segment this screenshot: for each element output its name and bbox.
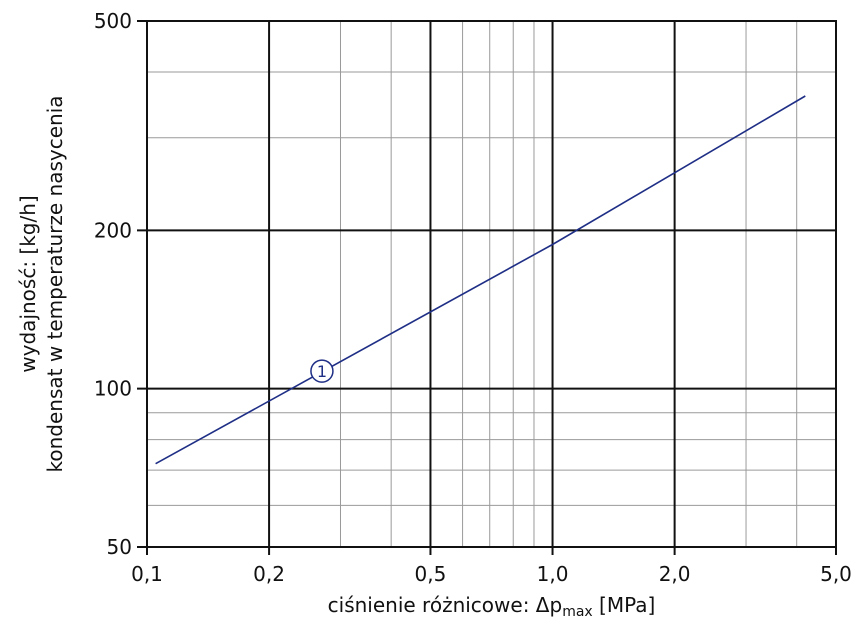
- x-tick-label: 5,0: [820, 562, 852, 586]
- series-label-text: 1: [317, 362, 327, 381]
- x-tick-label: 1,0: [537, 562, 569, 586]
- y-tick-label: 100: [94, 377, 132, 401]
- x-axis-title-subscript: max: [562, 604, 593, 619]
- series-line-1: [155, 95, 806, 465]
- plot-frame: [146, 20, 837, 548]
- y-tick-label: 500: [94, 9, 132, 33]
- x-tick-label: 0,2: [253, 562, 285, 586]
- major-grid: [137, 20, 837, 555]
- y-axis-title-line-1: wydajność: [kg/h]: [16, 195, 40, 372]
- series-layer: 1: [155, 95, 806, 465]
- x-tick-label: 0,5: [415, 562, 447, 586]
- minor-grid: [147, 21, 836, 547]
- x-axis-title: ciśnienie różnicowe: Δpmax [MPa]: [328, 593, 656, 619]
- series-label-marker: [310, 359, 334, 383]
- y-tick-label: 50: [107, 535, 132, 559]
- x-axis-title-prefix: ciśnienie różnicowe: Δp: [328, 593, 563, 617]
- y-tick-label: 200: [94, 218, 132, 242]
- x-tick-label: 2,0: [659, 562, 691, 586]
- tick-labels: 0,1 0,2 0,5 1,0 2,0 5,0 50 100 200 500: [94, 9, 852, 586]
- y-axis-title-line-2: kondensat w temperaturze nasycenia: [43, 95, 67, 472]
- x-tick-label: 0,1: [131, 562, 163, 586]
- x-axis-title-suffix: [MPa]: [593, 593, 656, 617]
